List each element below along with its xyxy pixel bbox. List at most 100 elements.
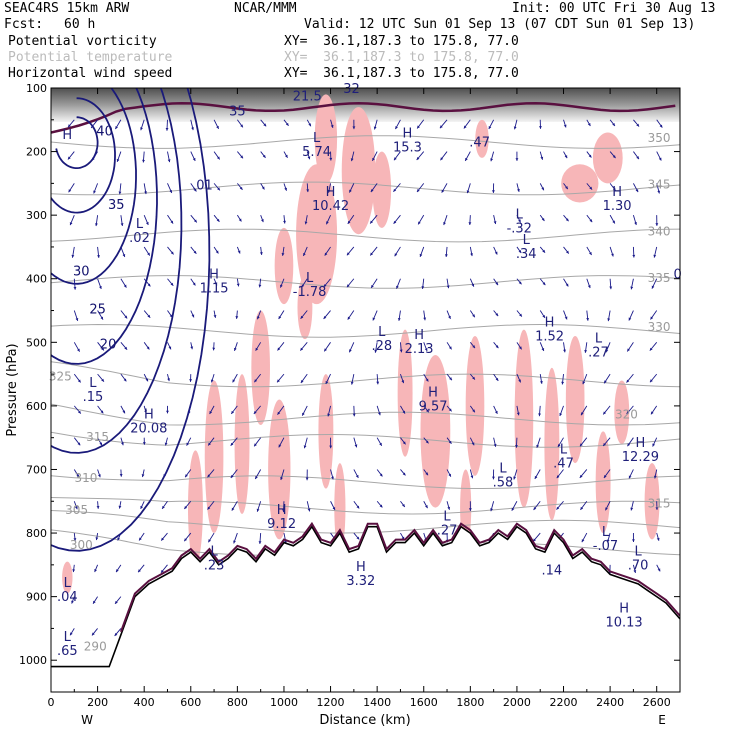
wind-vector-head: [124, 346, 128, 350]
theta-label: 335: [648, 271, 671, 285]
wind-vector-head: [161, 569, 164, 573]
pv-fill-patch: [204, 380, 224, 534]
wind-vector-head: [239, 186, 243, 190]
wind-vector-head: [564, 155, 568, 159]
terrain-mask: [51, 526, 680, 692]
wind-vector-head: [495, 313, 499, 317]
wind-vector-head: [170, 220, 174, 224]
x-axis-label: Distance (km): [319, 713, 410, 728]
extremum-value: .58: [493, 476, 514, 491]
theta-contour: [51, 135, 680, 149]
wind-vector-head: [146, 346, 150, 350]
wind-vector-head: [97, 255, 100, 258]
wind-speed-contour: [51, 88, 158, 365]
extremum-value: .65: [57, 644, 78, 659]
wind-vector-head: [539, 381, 543, 384]
wind-vector-head: [439, 125, 443, 129]
extremum-mark: H: [619, 602, 629, 617]
wind-vector-head: [349, 349, 352, 353]
wind-vector-head: [425, 505, 428, 509]
wind-vector-head: [163, 474, 167, 478]
wind-speed-label: 40: [96, 125, 113, 140]
wind-vector-head: [145, 221, 149, 225]
wind-vector-head: [370, 252, 374, 256]
wind-vector-head: [167, 159, 171, 163]
wind-vector-head: [557, 444, 561, 448]
wind-vector-head: [587, 122, 591, 126]
pv-tropopause-contour: [51, 102, 676, 134]
wind-vector-head: [118, 191, 122, 195]
wind-vector-head: [122, 410, 125, 414]
x-tick-label: 2400: [596, 696, 624, 709]
wind-vector-head: [565, 186, 568, 190]
wind-vector-head: [541, 347, 545, 351]
wind-vector-head: [395, 126, 398, 130]
wind-vector-head: [285, 122, 289, 126]
wind-vector-head: [123, 284, 127, 288]
wind-vector-head: [425, 378, 429, 382]
wind-vector-head: [216, 125, 219, 129]
x-tick-label: 2200: [550, 696, 578, 709]
wind-vector-head: [612, 155, 616, 159]
x-tick-label: 2600: [643, 696, 671, 709]
wind-vector-head: [233, 540, 236, 544]
wind-vector-head: [231, 507, 235, 511]
wind-vector-head: [76, 474, 79, 478]
wind-vector-head: [466, 190, 470, 194]
wind-vector-head: [232, 379, 236, 383]
wind-vector-head: [233, 347, 237, 351]
wind-vector-head: [448, 440, 452, 444]
wind-vector-head: [325, 380, 329, 384]
wind-vector-head: [277, 347, 281, 351]
field-xy-pv: XY= 36.1,187.3 to 175.8, 77.0: [284, 34, 519, 49]
wind-vector-head: [563, 349, 566, 353]
wind-vector-head: [612, 123, 615, 126]
wind-vector-head: [284, 187, 288, 191]
wind-vector-head: [374, 349, 378, 353]
extremum-mark: L: [634, 544, 642, 559]
wind-vector-head: [448, 315, 451, 319]
wind-vector-head: [350, 158, 354, 162]
wind-vector-head: [238, 218, 242, 222]
wind-vector-head: [472, 409, 475, 413]
wind-vector-head: [536, 444, 540, 448]
wind-vector-head: [492, 476, 495, 480]
wind-vector-head: [323, 284, 327, 288]
wind-vector-head: [100, 316, 104, 320]
wind-vector-head: [261, 219, 264, 223]
wind-vector-head: [258, 541, 262, 544]
extremum-mark: H: [209, 268, 219, 283]
wind-vector-head: [255, 476, 258, 480]
extremum-mark: L: [443, 509, 451, 524]
wind-vector-head: [630, 286, 634, 290]
wind-vector-head: [612, 220, 615, 224]
wind-vector-head: [282, 509, 286, 513]
wind-vector-head: [170, 282, 174, 286]
wind-vector-head: [144, 410, 147, 414]
wind-vector-head: [393, 220, 397, 224]
wind-vector-head: [280, 284, 283, 288]
pv-fill-patch: [318, 374, 334, 489]
wind-vector-head: [193, 188, 197, 192]
west-label: W: [81, 713, 93, 727]
wind-vector-head: [515, 158, 519, 161]
wind-vector-head: [77, 442, 81, 446]
wind-vector-head: [495, 377, 499, 381]
wind-vector-head: [329, 157, 333, 161]
wind-vector-head: [556, 475, 560, 479]
wind-vector-head: [397, 318, 401, 321]
wind-vector-head: [99, 285, 102, 289]
wind-vector-head: [346, 284, 350, 288]
pv-fill-patch: [595, 431, 611, 534]
wind-vector-head: [468, 508, 472, 511]
wind-vector-head: [402, 410, 406, 414]
wind-vector-head: [118, 505, 122, 509]
wind-vector-head: [115, 126, 118, 130]
extremum-mark: L: [499, 462, 507, 477]
theta-label: 315: [86, 430, 109, 444]
wind-vector-head: [416, 157, 420, 160]
field-xy-theta: XY= 36.1,187.3 to 175.8, 77.0: [284, 50, 519, 65]
wind-vector-head: [306, 189, 310, 193]
wind-vector-head: [193, 219, 197, 223]
wind-vector-head: [169, 189, 172, 193]
